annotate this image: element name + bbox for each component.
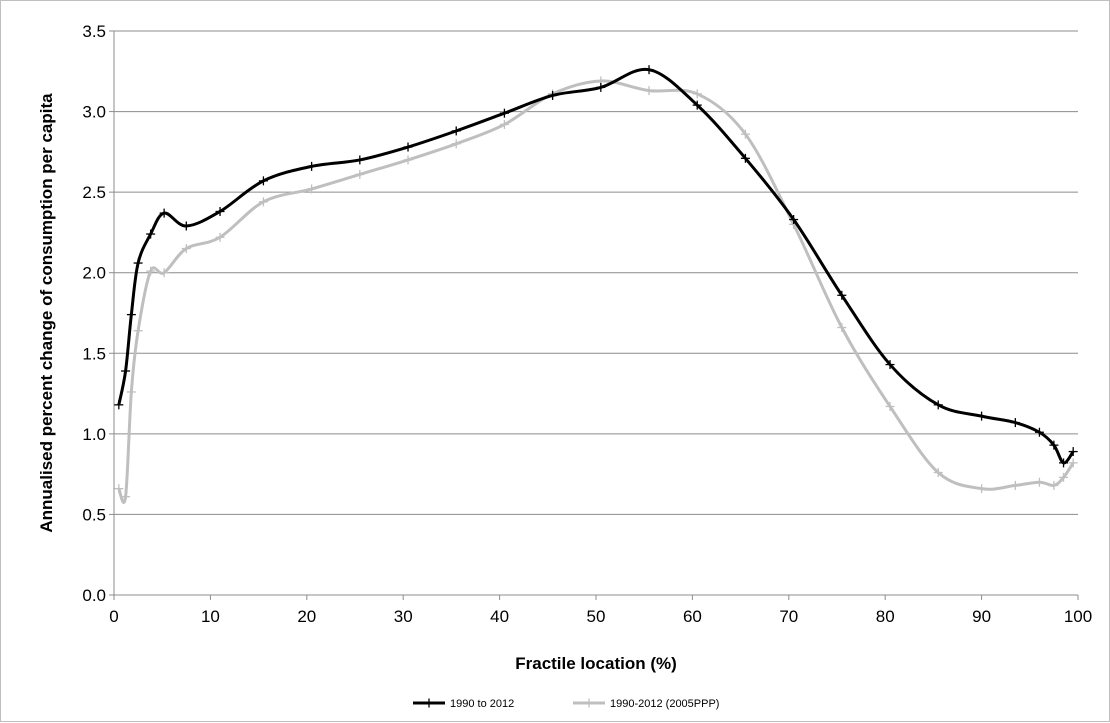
data-point [215, 232, 225, 242]
data-point [977, 484, 987, 494]
legend-label: 1990 to 2012 [450, 698, 514, 710]
x-tick-label: 90 [972, 607, 991, 626]
data-point [1010, 418, 1020, 428]
legend-label: 1990-2012 (2005PPP) [610, 698, 719, 710]
data-point [740, 129, 750, 139]
data-point [159, 268, 169, 278]
x-tick-label: 100 [1064, 607, 1092, 626]
data-point [403, 142, 413, 152]
data-point [159, 208, 169, 218]
data-point [181, 244, 191, 254]
data-point [885, 360, 895, 370]
data-point [258, 197, 268, 207]
x-tick-label: 20 [297, 607, 316, 626]
data-point [740, 153, 750, 163]
data-point [121, 492, 131, 502]
data-point [121, 366, 131, 376]
data-point [644, 86, 654, 96]
data-point [692, 89, 702, 99]
data-point [1049, 440, 1059, 450]
y-tick-label: 1.0 [82, 425, 106, 444]
data-point [837, 290, 847, 300]
data-point [307, 184, 317, 194]
data-point [451, 139, 461, 149]
data-point [1010, 480, 1020, 490]
x-tick-label: 70 [779, 607, 798, 626]
data-point [133, 326, 143, 336]
data-point [1059, 472, 1069, 482]
data-point [215, 206, 225, 216]
data-point [499, 108, 509, 118]
x-tick-label: 40 [490, 607, 509, 626]
y-tick-label: 2.5 [82, 183, 106, 202]
axes: 0.0 0.5 1.0 1.5 2.0 2.5 3.0 3.5 0 10 20 30 40 50 60 70 8… [82, 22, 1092, 626]
y-axis-title: Annualised percent change of consumption… [37, 93, 56, 533]
data-point [181, 221, 191, 231]
data-point [837, 323, 847, 333]
data-point [1059, 458, 1069, 468]
legend: 1990 to 2012 1990-2012 (2005PPP) [413, 698, 719, 710]
data-point [355, 155, 365, 165]
x-tick-label: 80 [876, 607, 895, 626]
data-point [146, 229, 156, 239]
series-line [117, 79, 1075, 504]
series-0 [114, 65, 1078, 468]
data-point [258, 176, 268, 186]
x-axis-title: Fractile location (%) [515, 654, 677, 673]
x-tick-label: 50 [587, 607, 606, 626]
data-point [1049, 480, 1059, 490]
series-1 [114, 76, 1078, 504]
x-tick-label: 60 [683, 607, 702, 626]
data-point [885, 401, 895, 411]
data-point [1068, 447, 1078, 457]
data-point [644, 65, 654, 75]
gridlines [114, 30, 1078, 515]
y-tick-label: 1.5 [82, 344, 106, 363]
data-point [933, 400, 943, 410]
data-point [548, 90, 558, 100]
data-point [403, 155, 413, 165]
y-tick-label: 0.5 [82, 505, 106, 524]
y-tick-label: 0.0 [82, 586, 106, 605]
data-point [126, 387, 136, 397]
data-point [977, 411, 987, 421]
data-point [1068, 458, 1078, 468]
legend-item-0: 1990 to 2012 [413, 698, 514, 710]
y-tick-label: 3.0 [82, 103, 106, 122]
data-point [355, 169, 365, 179]
data-point [146, 266, 156, 276]
legend-marker [584, 698, 594, 708]
y-tick-label: 2.0 [82, 264, 106, 283]
data-point [789, 215, 799, 225]
data-point [126, 310, 136, 320]
x-tick-label: 10 [201, 607, 220, 626]
series-lines [114, 65, 1078, 504]
data-point [499, 119, 509, 129]
data-point [114, 400, 124, 410]
data-point [1034, 477, 1044, 487]
data-point [114, 484, 124, 494]
data-point [1034, 427, 1044, 437]
x-tick-label: 0 [109, 607, 118, 626]
series-line [117, 67, 1075, 465]
data-point [133, 258, 143, 268]
data-point [307, 161, 317, 171]
y-tick-label: 3.5 [82, 22, 106, 41]
legend-marker [424, 698, 434, 708]
x-tick-label: 30 [394, 607, 413, 626]
data-point [933, 468, 943, 478]
legend-item-1: 1990-2012 (2005PPP) [573, 698, 719, 710]
data-point [692, 100, 702, 110]
data-point [596, 82, 606, 92]
data-point [451, 126, 461, 136]
